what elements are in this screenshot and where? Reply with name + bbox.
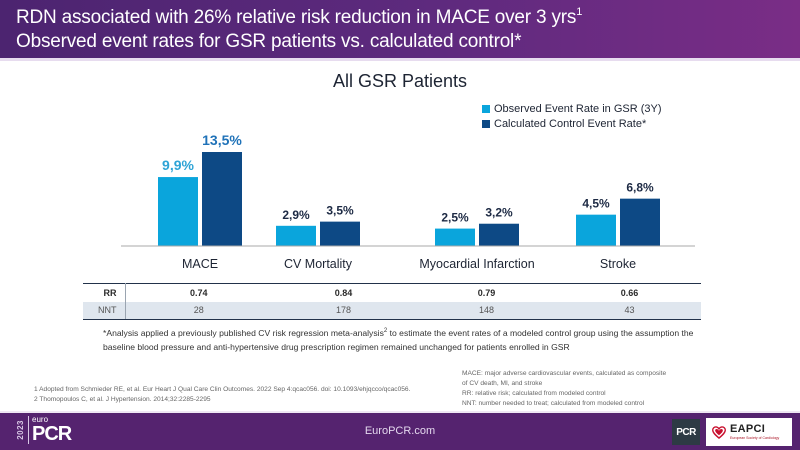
chart-legend: Observed Event Rate in GSR (3Y) Calculat… xyxy=(482,101,662,131)
data-label: 3,5% xyxy=(326,204,354,218)
table-cell: 178 xyxy=(272,301,416,320)
data-label: 2,5% xyxy=(441,211,469,225)
eapci-logo: EAPCI European Society of Cardiology xyxy=(706,418,792,446)
bar-observed-myocardial-infarction xyxy=(435,228,475,246)
table-cell: 43 xyxy=(557,301,701,320)
bar-control-cv-mortality xyxy=(320,221,360,246)
header-title-superscript: 1 xyxy=(576,6,583,18)
bar-control-mace xyxy=(202,152,242,246)
legend-item-observed: Observed Event Rate in GSR (3Y) xyxy=(482,101,662,116)
table-row-nnt: NNT 28 178 148 43 xyxy=(83,301,701,320)
data-label: 13,5% xyxy=(202,132,242,148)
row-header-rr: RR xyxy=(83,283,126,302)
category-label: Myocardial Infarction xyxy=(419,257,534,271)
legend-item-control: Calculated Control Event Rate* xyxy=(482,116,662,131)
footnote-text-part1: *Analysis applied a previously published… xyxy=(103,328,384,338)
legend-label-control: Calculated Control Event Rate* xyxy=(494,117,647,130)
legend-swatch-observed xyxy=(482,104,490,113)
legend-label-observed: Observed Event Rate in GSR (3Y) xyxy=(494,102,662,115)
table-cell: 28 xyxy=(125,301,273,320)
abbreviations: MACE: major adverse cardiovascular event… xyxy=(462,369,666,409)
header-divider xyxy=(0,58,800,61)
table-cell: 0.79 xyxy=(415,283,558,302)
category-label: Stroke xyxy=(600,257,636,271)
logo-euro: euro xyxy=(32,415,49,424)
row-header-nnt: NNT xyxy=(83,301,126,320)
table-row-rr: RR 0.74 0.84 0.79 0.66 xyxy=(83,283,701,302)
data-label: 6,8% xyxy=(626,181,654,195)
header-title-text: RDN associated with 26% relative risk re… xyxy=(16,7,577,28)
eapci-wordmark: EAPCI European Society of Cardiology xyxy=(730,422,780,441)
footnote-text-part2: to estimate the event rates of a modeled… xyxy=(103,328,694,352)
slide-footer xyxy=(0,413,800,450)
heart-icon xyxy=(712,425,726,439)
abbreviation-line: of CV death, MI, and stroke xyxy=(462,380,543,387)
reference-item: 2 Thomopoulos C, et al. J Hypertension. … xyxy=(34,396,211,403)
footer-url[interactable]: EuroPCR.com xyxy=(364,425,436,437)
data-label: 2,9% xyxy=(282,208,310,222)
table-cell: 0.66 xyxy=(557,283,701,302)
table-cell: 148 xyxy=(415,301,558,320)
stats-table: RR 0.74 0.84 0.79 0.66 NNT 28 178 148 43 xyxy=(83,283,701,320)
bar-observed-mace xyxy=(158,177,198,246)
bar-chart: 9,9% 13,5% MACE 2,9% 3,5% CV Mortality 2,5% 3,2… xyxy=(121,132,695,271)
legend-swatch-control xyxy=(482,119,490,128)
bar-control-myocardial-infarction xyxy=(479,223,519,246)
footer-divider xyxy=(0,411,800,413)
abbreviation-line: RR: relative risk; calculated from model… xyxy=(462,390,606,397)
data-label: 3,2% xyxy=(485,206,513,220)
header-title: RDN associated with 26% relative risk re… xyxy=(16,6,800,30)
header-subtitle: Observed event rates for GSR patients vs… xyxy=(16,31,522,52)
chart-title: All GSR Patients xyxy=(332,71,468,91)
bar-control-stroke xyxy=(620,198,660,246)
category-label: MACE xyxy=(182,257,218,271)
analysis-footnote: *Analysis applied a previously published… xyxy=(103,326,703,354)
table-cell: 0.84 xyxy=(272,283,416,302)
slide-header: RDN associated with 26% relative risk re… xyxy=(0,0,800,58)
data-label: 9,9% xyxy=(162,157,194,173)
logo-pcr: PCR xyxy=(32,423,72,445)
data-label: 4,5% xyxy=(582,197,610,211)
logo-wordmark: euro PCR xyxy=(28,415,72,445)
bar-observed-cv-mortality xyxy=(276,225,316,246)
europcr-logo: 2023 euro PCR xyxy=(16,415,72,445)
bar-observed-stroke xyxy=(576,214,616,246)
eapci-name: EAPCI xyxy=(730,422,766,435)
category-label: CV Mortality xyxy=(284,257,353,271)
footnote-superscript: 2 xyxy=(383,328,388,334)
table-cell: 0.74 xyxy=(125,283,273,302)
eapci-subtitle: European Society of Cardiology xyxy=(730,435,780,440)
pcr-badge-logo: PCR xyxy=(672,419,700,445)
abbreviation-line: MACE: major adverse cardiovascular event… xyxy=(462,370,667,377)
reference-item: 1 Adopted from Schmieder RE, et al. Eur … xyxy=(34,386,411,393)
abbreviation-line: NNT: number needed to treat; calculated … xyxy=(462,400,645,407)
references: 1 Adopted from Schmieder RE, et al. Eur … xyxy=(34,385,410,405)
